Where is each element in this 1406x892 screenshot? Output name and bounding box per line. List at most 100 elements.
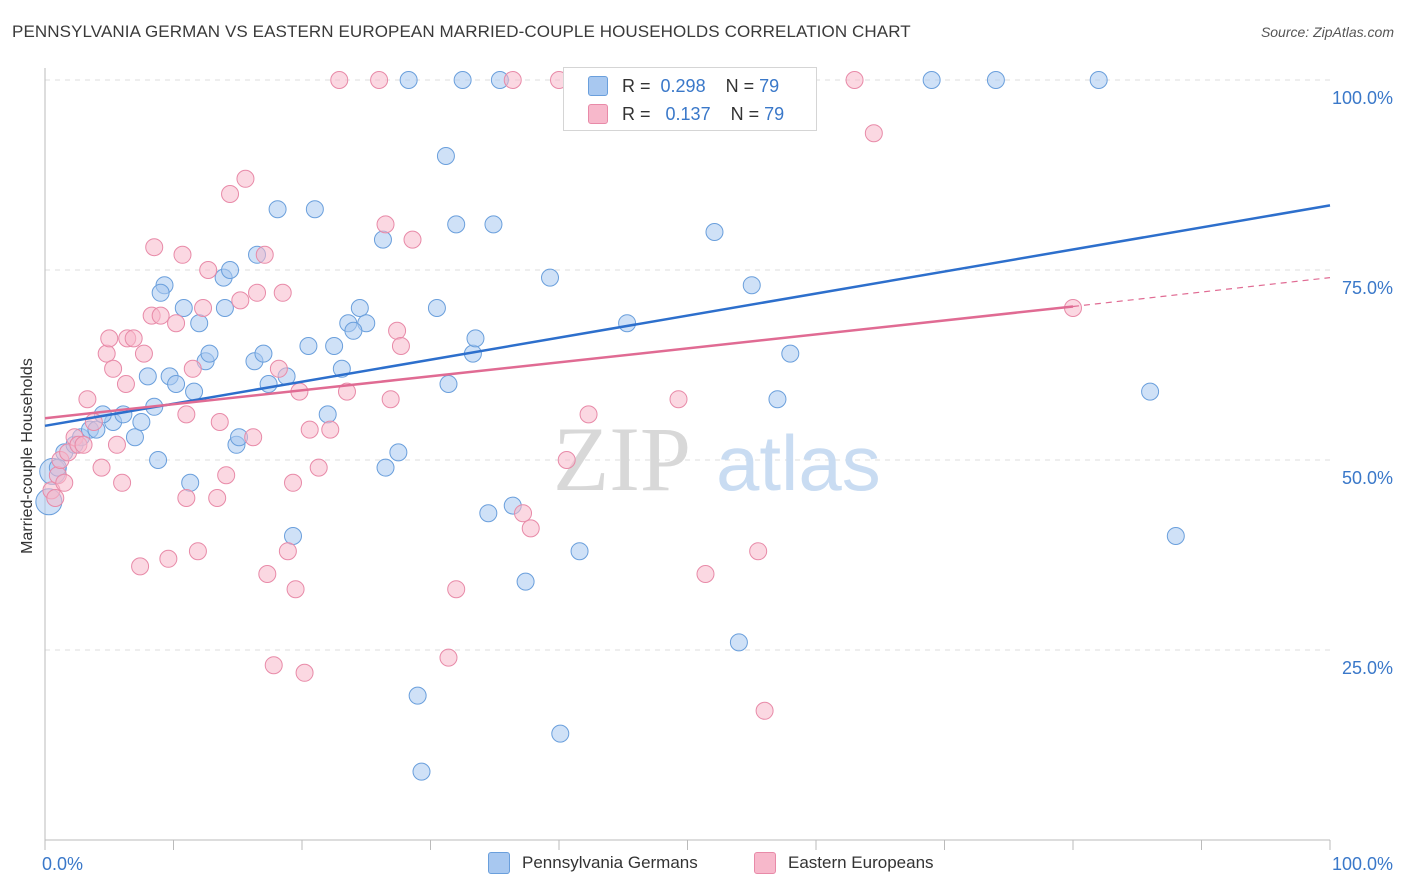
point-eastern-europeans <box>46 489 65 507</box>
point-pennsylvania-germans <box>305 200 324 219</box>
legend-r-value: 0.298 <box>660 75 706 96</box>
point-pennsylvania-germans <box>376 458 395 477</box>
point-pennsylvania-germans <box>268 200 287 219</box>
point-pennsylvania-germans <box>439 375 458 393</box>
point-eastern-europeans <box>151 306 170 325</box>
legend-item-pennsylvania-germans[interactable]: Pennsylvania Germans <box>488 852 698 874</box>
point-pennsylvania-germans <box>200 344 219 363</box>
correlation-legend: R = 0.298 N = 79 R = 0.137 N = 79 <box>563 67 817 131</box>
point-pennsylvania-germans <box>221 261 240 279</box>
point-pennsylvania-germans <box>138 367 157 386</box>
point-pennsylvania-germans <box>389 443 408 462</box>
point-pennsylvania-germans <box>427 299 446 317</box>
point-eastern-europeans <box>100 329 119 348</box>
point-eastern-europeans <box>231 291 250 310</box>
point-eastern-europeans <box>447 580 466 599</box>
point-pennsylvania-germans <box>484 215 503 234</box>
point-eastern-europeans <box>376 215 395 234</box>
point-eastern-europeans <box>208 489 227 507</box>
point-eastern-europeans <box>321 420 340 439</box>
watermark-atlas: atlas <box>716 419 881 507</box>
point-eastern-europeans <box>278 542 297 561</box>
point-eastern-europeans <box>845 71 864 89</box>
legend-label: Eastern Europeans <box>788 853 934 872</box>
point-eastern-europeans <box>74 435 93 454</box>
point-eastern-europeans <box>514 504 533 523</box>
legend-label: Pennsylvania Germans <box>522 853 698 872</box>
x-tick-label: 100.0% <box>1332 854 1393 874</box>
legend-r-label: R = <box>622 75 651 96</box>
point-eastern-europeans <box>97 344 116 363</box>
point-pennsylvania-germans <box>350 299 369 317</box>
point-eastern-europeans <box>381 390 400 409</box>
point-eastern-europeans <box>273 283 292 302</box>
point-eastern-europeans <box>669 390 688 409</box>
chart-title: PENNSYLVANIA GERMAN VS EASTERN EUROPEAN … <box>12 22 911 41</box>
point-eastern-europeans <box>116 375 135 393</box>
point-eastern-europeans <box>177 489 196 507</box>
point-eastern-europeans <box>300 420 319 439</box>
point-eastern-europeans <box>337 382 356 401</box>
legend-n-label: N = <box>725 75 755 96</box>
point-pennsylvania-germans <box>254 344 273 363</box>
point-pennsylvania-germans <box>373 230 392 249</box>
point-eastern-europeans <box>286 580 305 599</box>
point-eastern-europeans <box>255 245 274 264</box>
point-eastern-europeans <box>330 71 349 89</box>
point-pennsylvania-germans <box>399 71 418 89</box>
point-pennsylvania-germans <box>479 504 498 523</box>
y-tick-label: 75.0% <box>1342 278 1393 298</box>
legend-r-label: R = <box>622 103 651 124</box>
point-eastern-europeans <box>864 124 883 143</box>
point-eastern-europeans <box>92 458 111 477</box>
point-eastern-europeans <box>503 71 522 89</box>
point-pennsylvania-germans <box>1166 527 1185 545</box>
point-pennsylvania-germans <box>466 329 485 348</box>
point-pennsylvania-germans <box>284 527 303 545</box>
point-pennsylvania-germans <box>705 223 724 241</box>
point-pennsylvania-germans <box>551 724 570 743</box>
trend-line-eastern-europeans-extension <box>1072 277 1331 308</box>
point-eastern-europeans <box>124 329 143 348</box>
point-pennsylvania-germans <box>174 299 193 317</box>
watermark-zip: ZIP <box>553 408 691 510</box>
point-eastern-europeans <box>579 405 598 424</box>
point-eastern-europeans <box>391 337 410 355</box>
point-pennsylvania-germans <box>259 375 278 393</box>
point-eastern-europeans <box>183 359 202 378</box>
point-eastern-europeans <box>755 701 774 720</box>
point-eastern-europeans <box>107 435 126 454</box>
legend-r-value: 0.137 <box>665 103 711 124</box>
point-pennsylvania-germans <box>768 390 787 409</box>
point-eastern-europeans <box>521 519 540 538</box>
trend-line-eastern-europeans <box>44 305 1074 420</box>
point-pennsylvania-germans <box>922 71 941 89</box>
legend-n-label: N = <box>730 103 760 124</box>
point-pennsylvania-germans <box>781 344 800 363</box>
point-eastern-europeans <box>134 344 153 363</box>
point-pennsylvania-germans <box>618 314 637 333</box>
legend-swatch-pink <box>754 852 776 874</box>
point-eastern-europeans <box>244 428 263 447</box>
point-pennsylvania-germans <box>344 321 363 340</box>
point-eastern-europeans <box>309 458 328 477</box>
point-eastern-europeans <box>217 466 236 485</box>
point-eastern-europeans <box>269 359 288 378</box>
point-pennsylvania-germans <box>516 572 535 591</box>
grid-lines <box>45 79 1330 651</box>
legend-item-eastern-europeans[interactable]: Eastern Europeans <box>754 852 934 874</box>
point-pennsylvania-germans <box>986 71 1005 89</box>
point-eastern-europeans <box>55 473 74 492</box>
point-eastern-europeans <box>284 473 303 492</box>
legend-swatch-pink <box>588 104 608 124</box>
point-pennsylvania-germans <box>132 413 151 431</box>
point-eastern-europeans <box>295 663 314 682</box>
point-eastern-europeans <box>749 542 768 561</box>
y-tick-label: 100.0% <box>1332 88 1393 108</box>
point-eastern-europeans <box>210 413 229 431</box>
point-pennsylvania-germans <box>167 375 186 393</box>
point-eastern-europeans <box>199 261 218 279</box>
point-pennsylvania-germans <box>729 633 748 652</box>
point-eastern-europeans <box>145 238 164 257</box>
